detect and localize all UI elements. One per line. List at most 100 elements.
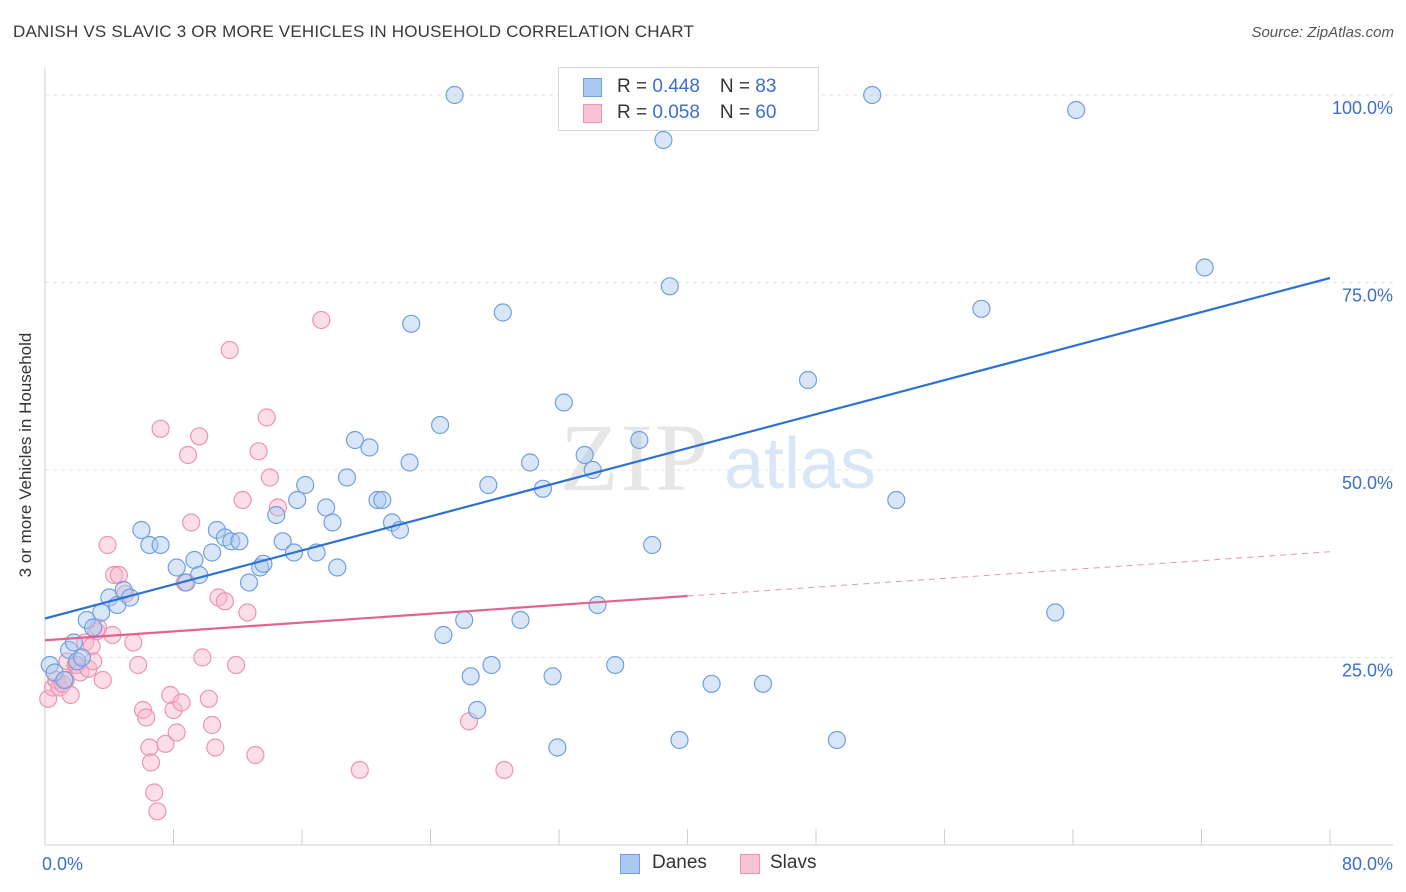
danes-r-value: 0.448	[652, 76, 700, 97]
danes-point-51	[461, 667, 480, 686]
source-label: Source: ZipAtlas.com	[1251, 24, 1394, 41]
slavs-point-7	[61, 685, 80, 705]
slavs-point-54	[260, 468, 279, 487]
slavs-trend-dashed	[687, 551, 1331, 597]
danes-point-79	[972, 299, 991, 318]
slavs-point-49	[233, 490, 252, 510]
slavs-point-24	[129, 655, 148, 675]
x-tick-label-0: 0.0%	[42, 854, 83, 874]
danes-point-64	[588, 595, 607, 615]
danes-point-33	[296, 475, 315, 495]
danes-point-1	[45, 663, 64, 682]
danes-point-73	[753, 674, 773, 693]
slavs-point-53	[257, 408, 276, 427]
danes-point-48	[434, 625, 453, 645]
danes-point-17	[167, 558, 186, 577]
danes-point-25	[230, 532, 249, 551]
axes	[44, 68, 1393, 846]
danes-r-label: R =	[617, 76, 653, 97]
slavs-legend-swatch	[740, 854, 760, 874]
danes-point-38	[337, 468, 357, 487]
danes-trend-line	[44, 276, 1331, 620]
danes-point-26	[239, 573, 259, 592]
slavs-point-48	[227, 655, 246, 675]
slavs-points	[39, 310, 514, 821]
y-tick-label-3: 100.0%	[1332, 98, 1393, 118]
danes-point-36	[323, 513, 342, 532]
slavs-point-18	[98, 535, 117, 555]
slavs-point-52	[249, 442, 268, 461]
danes-point-67	[643, 535, 662, 555]
slavs-point-28	[141, 753, 161, 772]
danes-point-70	[670, 730, 689, 750]
danes-point-76	[827, 730, 847, 750]
danes-point-82	[1195, 258, 1214, 277]
danes-point-54	[482, 655, 501, 675]
slavs-point-40	[190, 427, 209, 446]
slavs-point-46	[215, 592, 234, 611]
watermark-zip: ZIP	[560, 404, 710, 511]
slavs-r-value: 0.058	[652, 102, 700, 123]
danes-point-39	[345, 430, 365, 450]
y-tick-label-0: 25.0%	[1342, 661, 1393, 681]
danes-point-49	[445, 85, 464, 105]
danes-point-69	[660, 277, 679, 296]
danes-point-45	[400, 453, 419, 472]
slavs-point-39	[182, 513, 201, 532]
slavs-n-label: N =	[719, 102, 756, 123]
danes-point-60	[548, 738, 567, 757]
slavs-point-29	[145, 783, 164, 802]
chart-title: DANISH VS SLAVIC 3 OR MORE VEHICLES IN H…	[13, 22, 695, 41]
slavs-point-20	[104, 565, 124, 585]
tick-labels: 25.0% 50.0% 75.0% 100.0% 0.0% 80.0%	[42, 98, 1393, 874]
danes-point-30	[273, 532, 292, 551]
slavs-point-21	[109, 565, 129, 585]
slavs-point-30	[148, 802, 167, 821]
danes-point-56	[511, 610, 530, 630]
danes-point-19	[185, 550, 204, 570]
slavs-point-27	[140, 738, 159, 757]
y-tick-label-1: 50.0%	[1342, 473, 1393, 493]
slavs-swatch	[583, 104, 602, 123]
slavs-point-35	[167, 723, 186, 742]
danes-point-28	[254, 554, 273, 573]
danes-point-77	[863, 85, 882, 105]
slavs-point-14	[84, 652, 103, 671]
danes-point-32	[288, 490, 307, 510]
slavs-point-42	[199, 689, 218, 708]
slavs-point-43	[203, 715, 222, 735]
slavs-n-value: 60	[755, 102, 777, 123]
danes-point-4	[64, 633, 84, 652]
danes-point-65	[606, 655, 625, 675]
watermark-atlas: atlas	[724, 424, 876, 504]
danes-swatch	[583, 78, 602, 97]
slavs-legend-label: Slavs	[770, 852, 817, 873]
trend-lines	[44, 276, 1331, 642]
slavs-point-23	[124, 633, 143, 652]
slavs-point-17	[93, 670, 112, 690]
slavs-point-0	[39, 689, 58, 708]
danes-point-53	[479, 475, 498, 495]
x-tick-label-1: 80.0%	[1342, 854, 1393, 874]
danes-points	[40, 85, 1214, 757]
slavs-point-50	[238, 603, 257, 622]
danes-point-46	[402, 314, 421, 333]
danes-point-75	[798, 370, 818, 390]
slavs-point-41	[193, 648, 212, 667]
danes-point-9	[92, 603, 111, 622]
danes-point-81	[1067, 100, 1086, 120]
slavs-point-57	[350, 760, 369, 780]
slavs-point-44	[206, 738, 225, 757]
danes-point-16	[151, 535, 170, 555]
slavs-point-47	[220, 340, 239, 360]
y-tick-label-2: 75.0%	[1342, 286, 1393, 306]
slavs-point-26	[137, 708, 156, 727]
danes-point-80	[1046, 603, 1065, 622]
slavs-point-38	[178, 445, 198, 465]
slavs-point-32	[156, 734, 175, 753]
danes-legend-label: Danes	[652, 852, 707, 873]
danes-point-21	[203, 543, 222, 562]
danes-point-68	[654, 130, 673, 150]
danes-n-value: 83	[755, 76, 777, 97]
